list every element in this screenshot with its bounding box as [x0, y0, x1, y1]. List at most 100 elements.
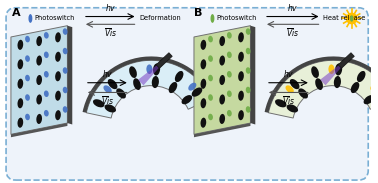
Ellipse shape [116, 88, 126, 99]
Ellipse shape [93, 99, 104, 107]
Ellipse shape [63, 87, 68, 93]
Ellipse shape [374, 87, 378, 97]
Ellipse shape [133, 78, 141, 90]
Ellipse shape [152, 76, 159, 88]
Ellipse shape [192, 87, 202, 97]
Ellipse shape [246, 28, 251, 35]
Ellipse shape [246, 48, 251, 54]
Ellipse shape [44, 90, 49, 97]
Ellipse shape [208, 55, 213, 62]
Wedge shape [82, 56, 215, 113]
Text: A: A [12, 8, 20, 18]
Ellipse shape [146, 64, 152, 74]
Polygon shape [138, 55, 170, 85]
Wedge shape [268, 60, 378, 118]
Ellipse shape [63, 67, 68, 74]
Ellipse shape [55, 91, 61, 101]
FancyBboxPatch shape [6, 8, 368, 180]
Text: $\overline{V}is$: $\overline{V}is$ [104, 26, 117, 39]
Ellipse shape [311, 66, 319, 78]
Ellipse shape [208, 36, 213, 42]
Ellipse shape [104, 85, 112, 93]
Ellipse shape [364, 95, 374, 104]
Polygon shape [67, 26, 72, 124]
Ellipse shape [219, 114, 225, 124]
Ellipse shape [315, 78, 323, 90]
Polygon shape [11, 123, 67, 137]
Ellipse shape [17, 40, 23, 50]
Ellipse shape [227, 71, 232, 78]
Text: Heat release: Heat release [324, 16, 366, 21]
Ellipse shape [36, 114, 42, 124]
Ellipse shape [17, 98, 23, 108]
Ellipse shape [25, 94, 30, 101]
Ellipse shape [63, 28, 68, 35]
Ellipse shape [55, 110, 61, 120]
Ellipse shape [63, 106, 68, 113]
Ellipse shape [25, 55, 30, 62]
Ellipse shape [227, 32, 232, 39]
Ellipse shape [181, 95, 192, 104]
Ellipse shape [238, 71, 244, 81]
Ellipse shape [188, 83, 197, 91]
Text: B: B [194, 8, 202, 18]
Text: $\overline{V}is$: $\overline{V}is$ [286, 26, 299, 39]
Polygon shape [194, 123, 251, 137]
Polygon shape [251, 26, 255, 124]
Ellipse shape [44, 52, 49, 58]
Wedge shape [265, 56, 378, 113]
Ellipse shape [44, 71, 49, 78]
Ellipse shape [44, 32, 49, 39]
Ellipse shape [238, 91, 244, 101]
Ellipse shape [208, 75, 213, 81]
Ellipse shape [108, 79, 118, 89]
Ellipse shape [36, 55, 42, 66]
Text: $hv$: $hv$ [287, 2, 299, 13]
Ellipse shape [335, 63, 342, 76]
Ellipse shape [346, 13, 358, 24]
Ellipse shape [227, 110, 232, 117]
Ellipse shape [298, 88, 308, 99]
Ellipse shape [370, 83, 378, 91]
Ellipse shape [211, 14, 214, 23]
Polygon shape [156, 53, 172, 68]
Ellipse shape [357, 71, 366, 82]
Ellipse shape [25, 36, 30, 42]
Ellipse shape [44, 110, 49, 117]
Ellipse shape [36, 36, 42, 46]
Text: $\overline{V}is$: $\overline{V}is$ [101, 94, 114, 107]
Polygon shape [338, 53, 354, 68]
Ellipse shape [153, 63, 160, 76]
Ellipse shape [200, 79, 206, 89]
Ellipse shape [246, 106, 251, 113]
Ellipse shape [200, 118, 206, 128]
Ellipse shape [238, 32, 244, 42]
Ellipse shape [17, 79, 23, 89]
Ellipse shape [17, 59, 23, 69]
Ellipse shape [17, 118, 23, 128]
Ellipse shape [36, 75, 42, 85]
Ellipse shape [63, 48, 68, 54]
Ellipse shape [208, 94, 213, 101]
Text: $\overline{V}is$: $\overline{V}is$ [282, 94, 295, 107]
Ellipse shape [238, 110, 244, 120]
Ellipse shape [219, 36, 225, 46]
Ellipse shape [200, 59, 206, 69]
Text: $hv$: $hv$ [102, 68, 113, 79]
Wedge shape [87, 60, 211, 118]
Ellipse shape [105, 104, 116, 113]
Ellipse shape [246, 67, 251, 74]
Ellipse shape [55, 52, 61, 62]
Ellipse shape [219, 94, 225, 104]
Ellipse shape [25, 114, 30, 120]
Ellipse shape [350, 15, 353, 22]
Ellipse shape [200, 40, 206, 50]
Ellipse shape [328, 64, 335, 74]
Ellipse shape [200, 98, 206, 108]
Ellipse shape [55, 32, 61, 42]
Polygon shape [11, 26, 67, 134]
Ellipse shape [227, 90, 232, 97]
Ellipse shape [208, 114, 213, 120]
Ellipse shape [334, 76, 341, 88]
Ellipse shape [55, 71, 61, 81]
